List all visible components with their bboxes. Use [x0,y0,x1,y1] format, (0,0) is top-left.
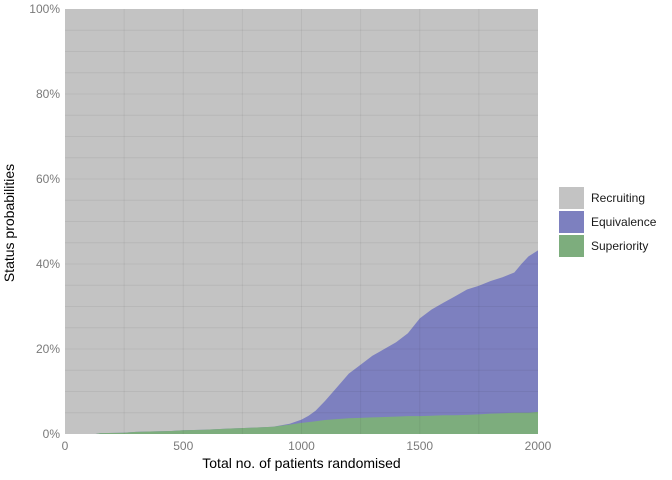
legend-item-recruiting: Recruiting [559,186,656,210]
x-tick-label: 0 [61,439,69,453]
y-tick-label: 0% [42,427,60,441]
legend: Recruiting Equivalence Superiority [559,186,656,258]
x-tick-label: 1000 [288,439,315,453]
superiority-swatch-icon [559,235,584,257]
y-tick-label: 100% [29,2,60,16]
recruiting-swatch-icon [559,187,584,209]
x-tick-label: 1500 [406,439,434,453]
plot-area [65,9,538,434]
legend-item-equivalence: Equivalence [559,210,656,234]
y-tick-label: 20% [35,342,60,356]
gridlines [65,9,538,434]
legend-label-superiority: Superiority [591,239,649,253]
x-tick-label: 2000 [524,439,552,453]
equivalence-area [65,250,538,434]
y-tick-label: 40% [35,257,60,271]
y-tick-label: 60% [35,172,60,186]
superiority-area [65,411,538,434]
legend-label-recruiting: Recruiting [591,191,646,205]
equivalence-swatch-icon [559,211,584,233]
x-tick-label: 500 [173,439,194,453]
y-tick-label: 80% [35,87,60,101]
x-axis-title: Total no. of patients randomised [202,455,401,471]
legend-label-equivalence: Equivalence [591,215,657,229]
y-axis-title: Status probabilities [1,163,17,283]
legend-item-superiority: Superiority [559,234,656,258]
